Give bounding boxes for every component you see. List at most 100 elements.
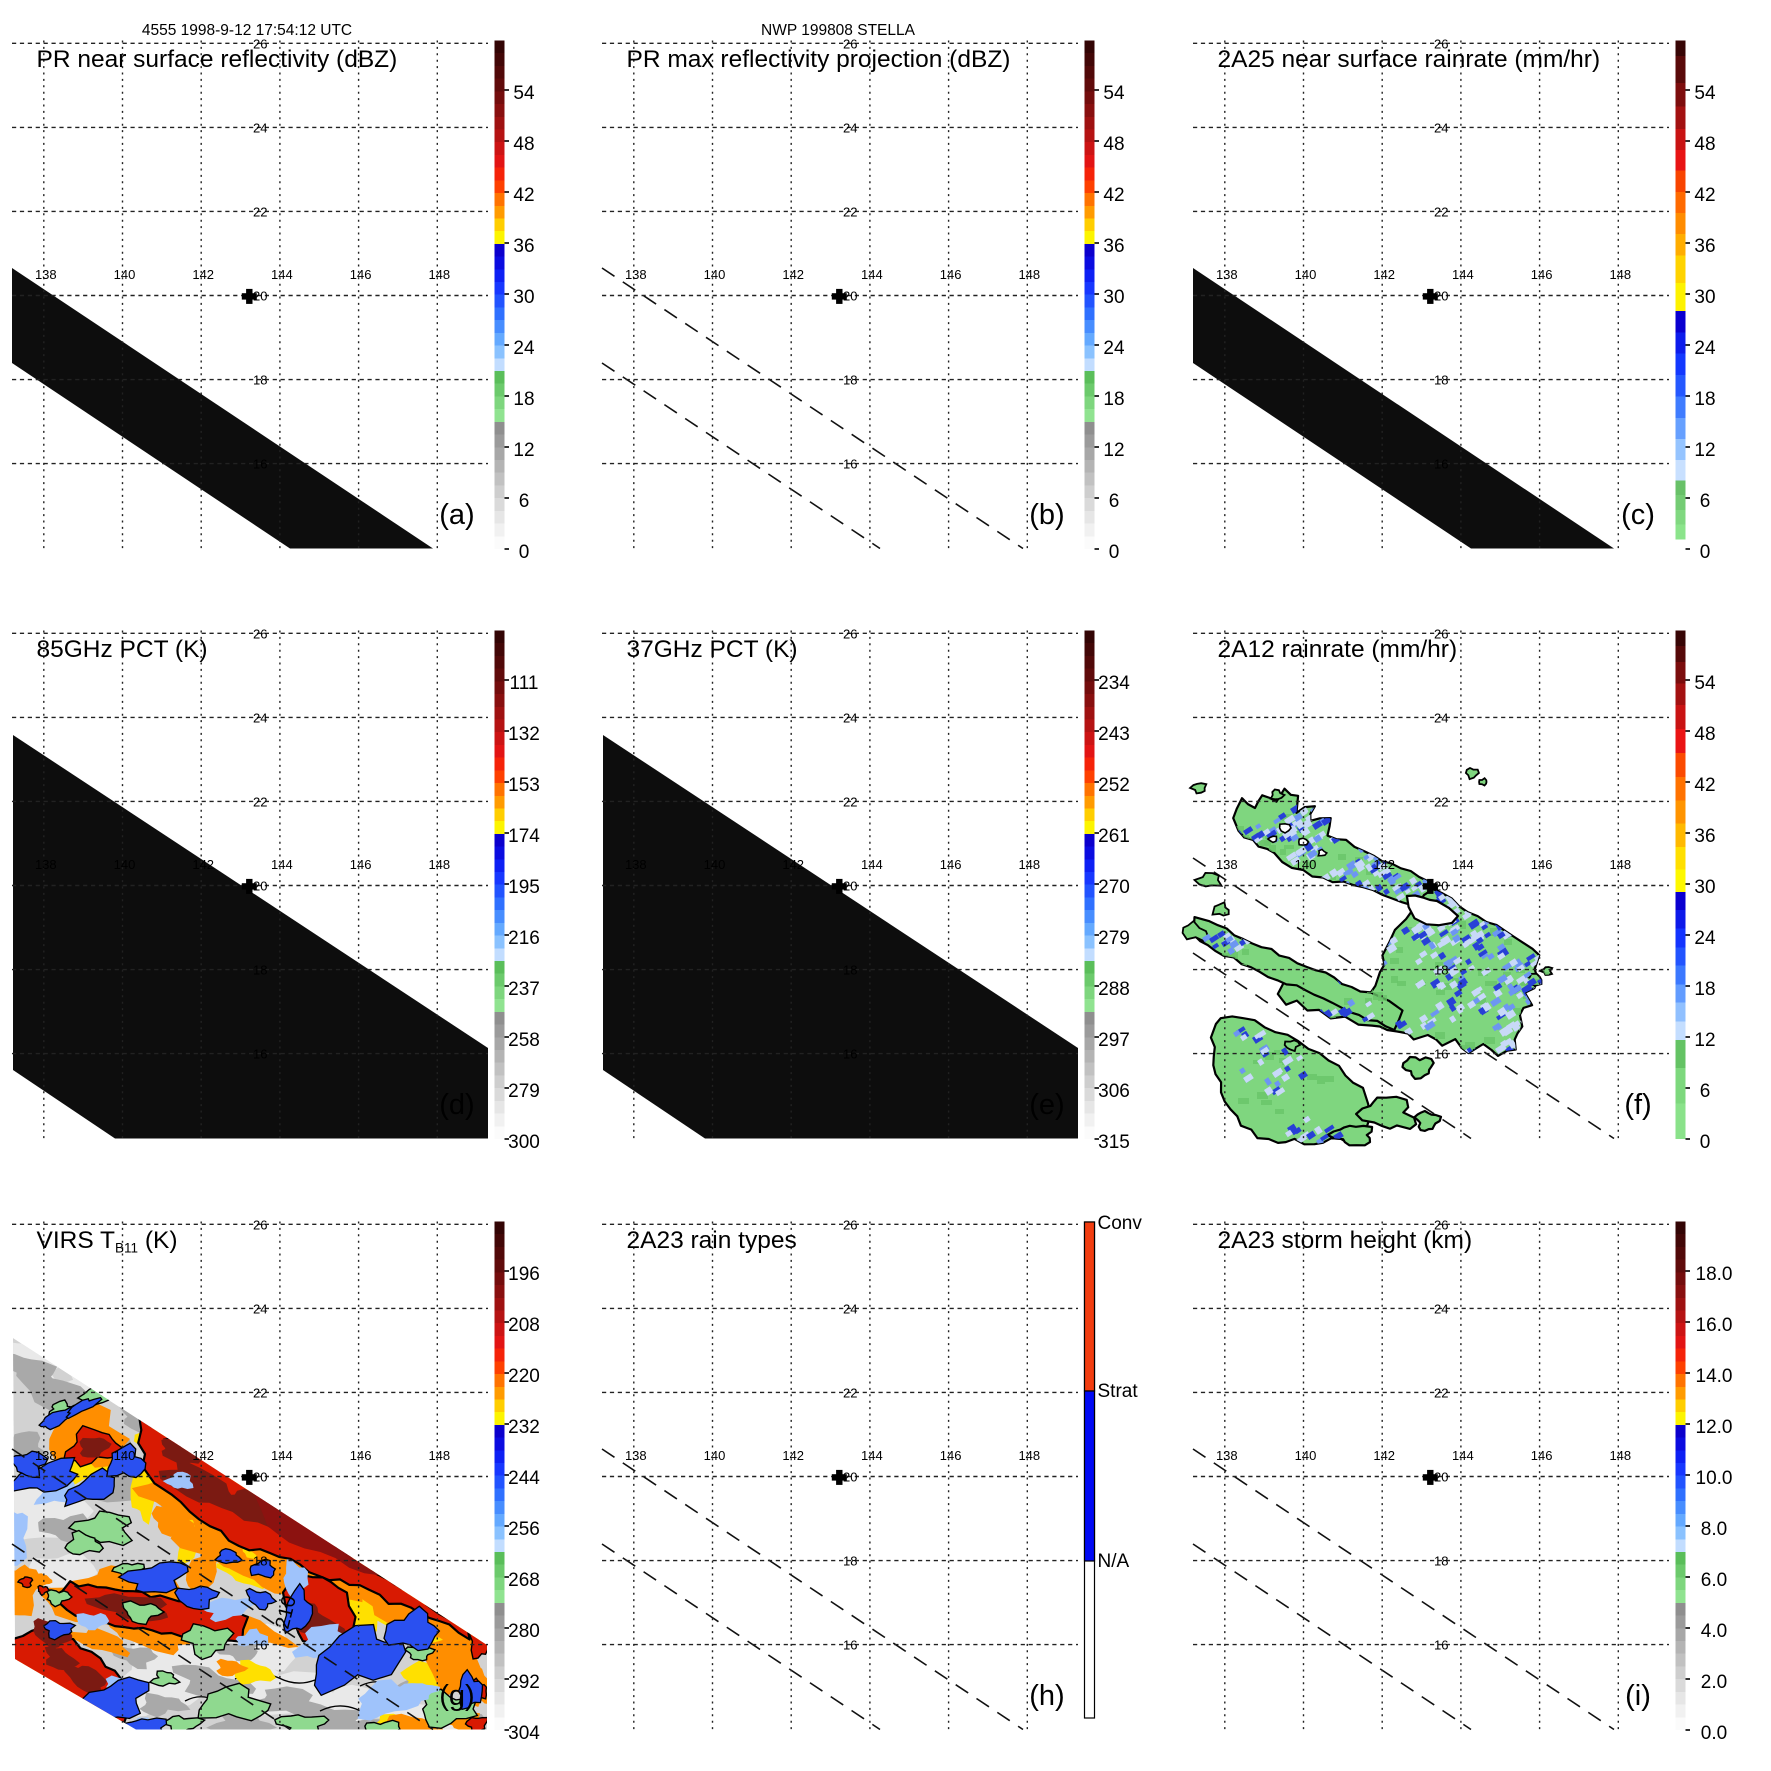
svg-text:16: 16 xyxy=(1434,1047,1448,1062)
svg-text:148: 148 xyxy=(1018,1448,1040,1463)
svg-text:12: 12 xyxy=(1694,1030,1715,1051)
svg-text:18: 18 xyxy=(253,1554,267,1569)
svg-text:18: 18 xyxy=(1434,373,1448,388)
svg-text:36: 36 xyxy=(1103,236,1124,257)
svg-text:26: 26 xyxy=(1434,626,1448,641)
svg-text:24: 24 xyxy=(1103,338,1125,359)
svg-text:26: 26 xyxy=(253,36,267,51)
svg-text:18: 18 xyxy=(1694,389,1715,410)
svg-text:144: 144 xyxy=(1452,267,1474,282)
svg-text:288: 288 xyxy=(1098,979,1130,1000)
svg-text:30: 30 xyxy=(513,287,534,308)
svg-text:234: 234 xyxy=(1098,673,1130,694)
svg-text:26: 26 xyxy=(843,1217,857,1232)
svg-text:Conv: Conv xyxy=(1098,1213,1143,1234)
svg-text:(b): (b) xyxy=(1029,499,1064,531)
svg-text:6: 6 xyxy=(519,491,530,512)
svg-text:148: 148 xyxy=(1018,857,1040,872)
svg-text:18: 18 xyxy=(843,373,857,388)
svg-text:0: 0 xyxy=(1700,542,1711,563)
svg-text:20: 20 xyxy=(843,879,857,894)
svg-text:148: 148 xyxy=(428,857,450,872)
svg-text:195: 195 xyxy=(508,877,540,898)
svg-text:144: 144 xyxy=(861,1448,883,1463)
svg-text:24: 24 xyxy=(513,338,535,359)
svg-text:146: 146 xyxy=(1531,1448,1553,1463)
svg-text:42: 42 xyxy=(513,185,534,206)
svg-text:237: 237 xyxy=(508,979,540,1000)
svg-text:140: 140 xyxy=(1295,857,1317,872)
svg-text:16: 16 xyxy=(1434,457,1448,472)
svg-text:16: 16 xyxy=(843,1047,857,1062)
svg-text:22: 22 xyxy=(843,794,857,809)
svg-text:24: 24 xyxy=(1694,928,1716,949)
svg-text:22: 22 xyxy=(1434,1385,1448,1400)
svg-text:216: 216 xyxy=(508,928,540,949)
svg-text:270: 270 xyxy=(1098,877,1130,898)
svg-text:138: 138 xyxy=(625,857,647,872)
svg-text:111: 111 xyxy=(510,673,539,694)
svg-text:16: 16 xyxy=(253,1047,267,1062)
svg-text:140: 140 xyxy=(114,267,136,282)
svg-text:6: 6 xyxy=(1700,491,1711,512)
svg-text:138: 138 xyxy=(35,1448,57,1463)
svg-text:VIRS TB11 (K): VIRS TB11 (K) xyxy=(37,1227,178,1256)
svg-text:140: 140 xyxy=(1295,267,1317,282)
svg-text:2A23 rain types: 2A23 rain types xyxy=(627,1227,797,1254)
svg-text:48: 48 xyxy=(1694,134,1715,155)
svg-text:24: 24 xyxy=(843,120,857,135)
svg-text:22: 22 xyxy=(1434,794,1448,809)
svg-text:22: 22 xyxy=(843,204,857,219)
svg-text:22: 22 xyxy=(1434,204,1448,219)
svg-text:140: 140 xyxy=(704,267,726,282)
svg-text:146: 146 xyxy=(1531,267,1553,282)
svg-text:54: 54 xyxy=(1103,83,1125,104)
svg-text:2A23 storm height (km): 2A23 storm height (km) xyxy=(1218,1227,1473,1254)
svg-text:(g): (g) xyxy=(439,1680,474,1712)
svg-text:16: 16 xyxy=(253,1638,267,1653)
svg-text:142: 142 xyxy=(1373,857,1395,872)
svg-text:258: 258 xyxy=(508,1030,540,1051)
svg-text:138: 138 xyxy=(1216,267,1238,282)
svg-text:24: 24 xyxy=(1434,710,1448,725)
svg-text:140: 140 xyxy=(704,857,726,872)
svg-text:144: 144 xyxy=(1452,1448,1474,1463)
svg-text:36: 36 xyxy=(1694,236,1715,257)
svg-text:0.0: 0.0 xyxy=(1701,1723,1727,1744)
svg-text:148: 148 xyxy=(428,267,450,282)
svg-text:297: 297 xyxy=(1098,1030,1130,1051)
svg-text:26: 26 xyxy=(1434,36,1448,51)
svg-text:279: 279 xyxy=(1098,928,1130,949)
svg-text:18.0: 18.0 xyxy=(1696,1264,1733,1285)
svg-text:18: 18 xyxy=(843,1554,857,1569)
svg-text:16: 16 xyxy=(253,457,267,472)
svg-text:138: 138 xyxy=(625,1448,647,1463)
svg-text:142: 142 xyxy=(192,857,214,872)
svg-text:146: 146 xyxy=(350,857,372,872)
svg-text:220: 220 xyxy=(508,1366,540,1387)
svg-text:18: 18 xyxy=(253,373,267,388)
svg-text:146: 146 xyxy=(1531,857,1553,872)
svg-text:146: 146 xyxy=(350,267,372,282)
svg-text:144: 144 xyxy=(861,267,883,282)
svg-text:18: 18 xyxy=(253,963,267,978)
svg-text:22: 22 xyxy=(253,1385,267,1400)
svg-text:24: 24 xyxy=(843,710,857,725)
svg-text:48: 48 xyxy=(513,134,534,155)
svg-text:(i): (i) xyxy=(1625,1680,1651,1712)
svg-text:12: 12 xyxy=(1694,440,1715,461)
svg-text:48: 48 xyxy=(1103,134,1124,155)
svg-text:315: 315 xyxy=(1098,1132,1130,1153)
svg-text:252: 252 xyxy=(1098,775,1130,796)
svg-text:4555 1998-9-12 17:54:12 UTC: 4555 1998-9-12 17:54:12 UTC xyxy=(142,22,352,39)
svg-text:26: 26 xyxy=(1434,1217,1448,1232)
svg-text:280: 280 xyxy=(508,1621,540,1642)
svg-text:148: 148 xyxy=(1018,267,1040,282)
svg-text:142: 142 xyxy=(782,267,804,282)
svg-text:37GHz PCT (K): 37GHz PCT (K) xyxy=(627,636,798,663)
svg-text:4.0: 4.0 xyxy=(1701,1621,1727,1642)
svg-text:18: 18 xyxy=(1434,1554,1448,1569)
svg-text:20: 20 xyxy=(1434,879,1448,894)
svg-text:18: 18 xyxy=(843,963,857,978)
svg-text:196: 196 xyxy=(508,1264,540,1285)
